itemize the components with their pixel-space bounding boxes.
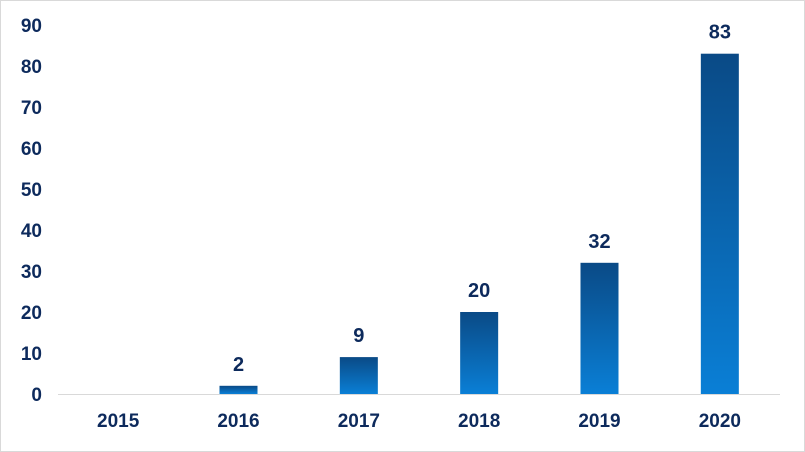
x-tick-label-2017: 2017	[338, 411, 380, 432]
y-axis-tick-labels: 0 10 20 30 40 50 60 70 80 90	[21, 16, 42, 406]
bar-2018	[460, 312, 499, 394]
bar-2019	[580, 262, 619, 394]
bar-2017	[339, 357, 378, 394]
data-label-2016: 2	[233, 354, 244, 376]
x-axis-tick-labels: 2015 2016 2017 2018 2019 2020	[97, 411, 741, 432]
x-tick-label-2016: 2016	[217, 411, 259, 432]
y-tick-label: 30	[21, 262, 42, 283]
y-tick-label: 10	[21, 344, 42, 365]
data-labels: 2 9 20 32 83	[233, 22, 731, 376]
y-tick-label: 70	[21, 98, 42, 119]
y-tick-label: 20	[21, 303, 42, 324]
x-tick-label-2019: 2019	[578, 411, 620, 432]
x-tick-label-2018: 2018	[458, 411, 500, 432]
data-label-2019: 32	[588, 231, 610, 253]
y-tick-label: 80	[21, 57, 42, 78]
y-tick-label: 90	[21, 16, 42, 37]
x-tick-label-2015: 2015	[97, 411, 140, 432]
data-label-2017: 9	[353, 325, 364, 347]
data-label-2020: 83	[709, 22, 731, 44]
y-tick-label: 40	[21, 221, 42, 242]
bars	[219, 53, 739, 394]
x-tick-label-2020: 2020	[699, 411, 741, 432]
data-label-2018: 20	[468, 280, 490, 302]
bar-2016	[219, 385, 258, 394]
y-tick-label: 60	[21, 139, 42, 160]
bar-2020	[700, 53, 739, 394]
y-tick-label: 0	[31, 385, 42, 406]
y-tick-label: 50	[21, 180, 42, 201]
